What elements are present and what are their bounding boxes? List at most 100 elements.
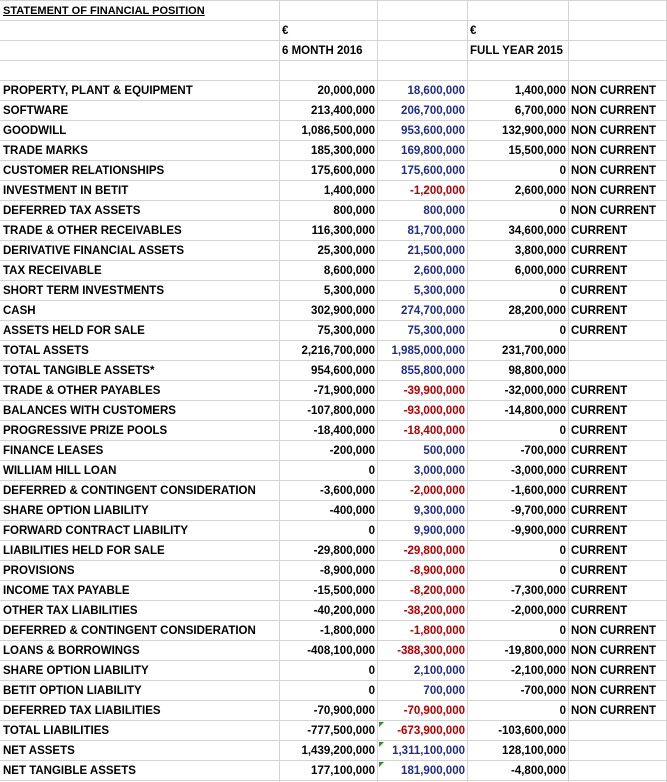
classification[interactable]: CURRENT	[571, 385, 628, 397]
value-change[interactable]: 1,985,000,000	[391, 345, 465, 357]
value-full-year-2015[interactable]: 2,600,000	[514, 185, 566, 197]
value-full-year-2015[interactable]: 3,800,000	[514, 245, 566, 257]
classification[interactable]: NON CURRENT	[571, 165, 656, 177]
value-change[interactable]: 855,800,000	[401, 365, 465, 377]
value-6-month-2016[interactable]: -29,800,000	[313, 545, 375, 557]
line-item-label[interactable]: INCOME TAX PAYABLE	[3, 585, 130, 597]
value-full-year-2015[interactable]: 132,900,000	[502, 125, 566, 137]
value-full-year-2015[interactable]: -2,100,000	[511, 665, 566, 677]
value-6-month-2016[interactable]: -3,600,000	[320, 485, 375, 497]
line-item-label[interactable]: TRADE & OTHER PAYABLES	[3, 385, 161, 397]
value-6-month-2016[interactable]: 954,600,000	[311, 365, 375, 377]
value-full-year-2015[interactable]: -4,800,000	[511, 765, 566, 777]
line-item-label[interactable]: TRADE & OTHER RECEIVABLES	[3, 225, 182, 237]
line-item-label[interactable]: LOANS & BORROWINGS	[3, 645, 140, 657]
value-change[interactable]: -8,200,000	[410, 585, 465, 597]
classification[interactable]: NON CURRENT	[571, 205, 656, 217]
line-item-label[interactable]: PROVISIONS	[3, 565, 75, 577]
classification[interactable]: CURRENT	[571, 485, 628, 497]
classification[interactable]: CURRENT	[571, 225, 628, 237]
value-full-year-2015[interactable]: -32,000,000	[504, 385, 566, 397]
classification[interactable]	[569, 741, 667, 761]
value-6-month-2016[interactable]: 25,300,000	[317, 245, 375, 257]
value-change[interactable]: -18,400,000	[403, 425, 465, 437]
value-full-year-2015[interactable]: 0	[559, 165, 566, 177]
value-6-month-2016[interactable]: 0	[368, 665, 375, 677]
value-full-year-2015[interactable]: -103,600,000	[498, 725, 566, 737]
line-item-label[interactable]: TOTAL LIABILITIES	[3, 725, 110, 737]
classification[interactable]: CURRENT	[571, 305, 628, 317]
value-full-year-2015[interactable]: 0	[559, 425, 566, 437]
value-6-month-2016[interactable]: 75,300,000	[317, 325, 375, 337]
value-full-year-2015[interactable]: -2,000,000	[511, 605, 566, 617]
value-full-year-2015[interactable]: 6,000,000	[514, 265, 566, 277]
classification[interactable]: CURRENT	[571, 325, 628, 337]
value-6-month-2016[interactable]: 175,600,000	[311, 165, 375, 177]
classification[interactable]: NON CURRENT	[571, 685, 656, 697]
classification[interactable]: CURRENT	[571, 525, 628, 537]
classification[interactable]: NON CURRENT	[571, 645, 656, 657]
value-6-month-2016[interactable]: 0	[368, 465, 375, 477]
value-change[interactable]: 175,600,000	[401, 165, 465, 177]
line-item-label[interactable]: GOODWILL	[3, 125, 67, 137]
value-6-month-2016[interactable]: 8,600,000	[323, 265, 375, 277]
value-change[interactable]: -1,800,000	[410, 625, 465, 637]
line-item-label[interactable]: TAX RECEIVABLE	[3, 265, 102, 277]
line-item-label[interactable]: CUSTOMER RELATIONSHIPS	[3, 165, 165, 177]
value-6-month-2016[interactable]: 20,000,000	[317, 85, 375, 97]
value-change[interactable]: -93,000,000	[403, 405, 465, 417]
value-full-year-2015[interactable]: 0	[559, 205, 566, 217]
value-6-month-2016[interactable]: -107,800,000	[307, 405, 375, 417]
classification[interactable]: CURRENT	[571, 405, 628, 417]
line-item-label[interactable]: NET TANGIBLE ASSETS	[3, 765, 136, 777]
value-6-month-2016[interactable]: 0	[368, 525, 375, 537]
line-item-label[interactable]: TOTAL TANGIBLE ASSETS*	[3, 365, 155, 377]
classification[interactable]	[569, 761, 667, 781]
value-full-year-2015[interactable]: -14,800,000	[504, 405, 566, 417]
value-full-year-2015[interactable]: -700,000	[520, 445, 566, 457]
value-change[interactable]: 3,000,000	[413, 465, 465, 477]
value-full-year-2015[interactable]: -3,000,000	[511, 465, 566, 477]
line-item-label[interactable]: BALANCES WITH CUSTOMERS	[3, 405, 176, 417]
classification[interactable]: NON CURRENT	[571, 125, 656, 137]
value-6-month-2016[interactable]: 1,400,000	[323, 185, 375, 197]
classification[interactable]	[569, 361, 667, 381]
value-6-month-2016[interactable]: 1,086,500,000	[301, 125, 375, 137]
line-item-label[interactable]: PROPERTY, PLANT & EQUIPMENT	[3, 85, 193, 97]
line-item-label[interactable]: INVESTMENT IN BETIT	[3, 185, 129, 197]
value-6-month-2016[interactable]: -8,900,000	[320, 565, 375, 577]
value-full-year-2015[interactable]: 128,100,000	[502, 745, 566, 757]
value-full-year-2015[interactable]: 15,500,000	[508, 145, 566, 157]
value-change[interactable]: 274,700,000	[401, 305, 465, 317]
line-item-label[interactable]: TRADE MARKS	[3, 145, 88, 157]
classification[interactable]: NON CURRENT	[571, 665, 656, 677]
value-change[interactable]: -2,000,000	[410, 485, 465, 497]
value-full-year-2015[interactable]: 0	[559, 565, 566, 577]
classification[interactable]: CURRENT	[571, 565, 628, 577]
value-6-month-2016[interactable]: 5,300,000	[323, 285, 375, 297]
value-change[interactable]: 18,600,000	[407, 85, 465, 97]
classification[interactable]: NON CURRENT	[571, 145, 656, 157]
value-6-month-2016[interactable]: -40,200,000	[313, 605, 375, 617]
classification[interactable]: CURRENT	[571, 285, 628, 297]
classification[interactable]: CURRENT	[571, 545, 628, 557]
classification[interactable]: NON CURRENT	[571, 705, 656, 717]
value-full-year-2015[interactable]: -9,900,000	[511, 525, 566, 537]
value-6-month-2016[interactable]: -70,900,000	[313, 705, 375, 717]
line-item-label[interactable]: DEFERRED TAX ASSETS	[3, 205, 141, 217]
value-change[interactable]: 75,300,000	[407, 325, 465, 337]
value-change[interactable]: 800,000	[423, 205, 465, 217]
value-change[interactable]: -8,900,000	[410, 565, 465, 577]
value-full-year-2015[interactable]: -9,700,000	[511, 505, 566, 517]
value-full-year-2015[interactable]: 0	[559, 705, 566, 717]
line-item-label[interactable]: DEFERRED & CONTINGENT CONSIDERATION	[3, 485, 256, 497]
col-6-month-2016[interactable]: 6 MONTH 2016	[282, 45, 363, 57]
value-6-month-2016[interactable]: -71,900,000	[313, 385, 375, 397]
value-6-month-2016[interactable]: -15,500,000	[313, 585, 375, 597]
line-item-label[interactable]: CASH	[3, 305, 36, 317]
value-change[interactable]: -29,800,000	[403, 545, 465, 557]
classification[interactable]: NON CURRENT	[571, 85, 656, 97]
value-change[interactable]: -70,900,000	[403, 705, 465, 717]
value-full-year-2015[interactable]: 34,600,000	[508, 225, 566, 237]
line-item-label[interactable]: SHORT TERM INVESTMENTS	[3, 285, 165, 297]
